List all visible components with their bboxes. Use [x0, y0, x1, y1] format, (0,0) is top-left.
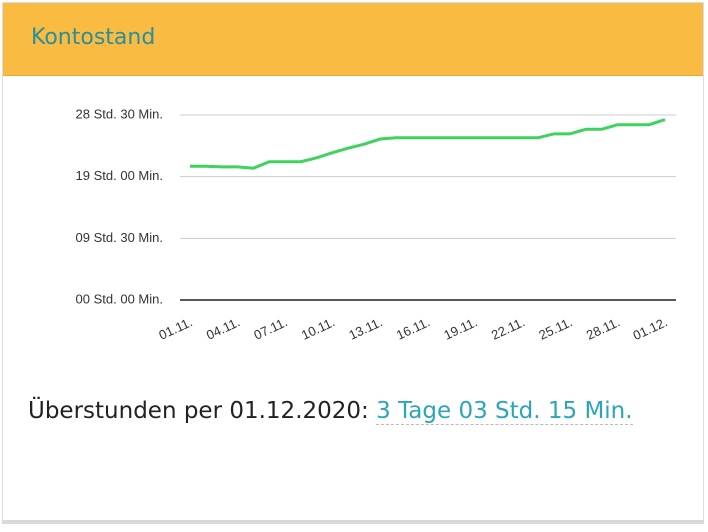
line-series: [190, 118, 666, 170]
card-header: Kontostand: [3, 3, 703, 76]
summary: Überstunden per 01.12.2020: 3 Tage 03 St…: [28, 393, 648, 429]
y-tick-label: 09 Std. 30 Min.: [76, 230, 163, 245]
chart: 00 Std. 00 Min. 09 Std. 30 Min. 19 Std. 00…: [76, 106, 676, 343]
summary-label: Überstunden per 01.12.2020:: [28, 398, 369, 424]
x-tick-label: 19.11.: [441, 314, 479, 342]
x-tick-label: 01.12.: [631, 314, 670, 343]
x-tick-label: 07.11.: [251, 314, 289, 342]
x-tick-label: 01.11.: [156, 314, 194, 342]
card: Kontostand: [2, 2, 704, 524]
card-title: Kontostand: [31, 25, 156, 50]
y-tick-label: 28 Std. 30 Min.: [76, 106, 163, 121]
x-tick-label: 10.11.: [299, 314, 337, 342]
x-tick-label: 22.11.: [489, 314, 527, 342]
x-tick-label: 25.11.: [536, 314, 574, 342]
summary-value[interactable]: 3 Tage 03 Std. 15 Min.: [376, 398, 633, 425]
x-tick-label: 04.11.: [204, 314, 242, 342]
x-tick-label: 16.11.: [394, 314, 432, 342]
x-tick-label: 13.11.: [346, 314, 384, 342]
x-tick-label: 28.11.: [584, 314, 622, 342]
y-tick-label: 19 Std. 00 Min.: [76, 168, 163, 183]
y-tick-label: 00 Std. 00 Min.: [76, 291, 163, 306]
